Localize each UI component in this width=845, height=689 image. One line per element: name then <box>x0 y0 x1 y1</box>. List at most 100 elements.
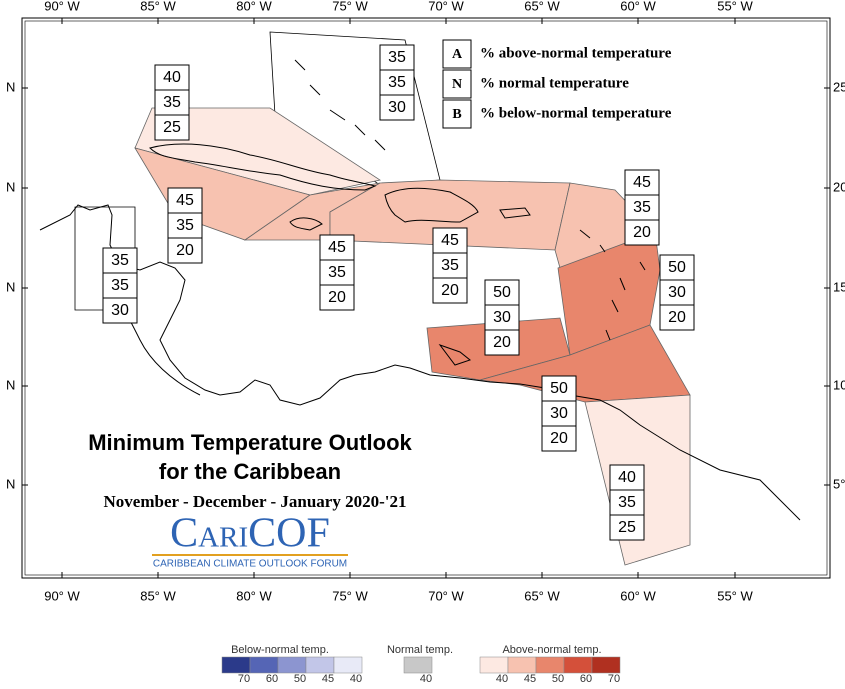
colorbar-swatch <box>591 656 621 674</box>
title-line: Minimum Temperature Outlook <box>88 430 412 455</box>
region-value: 20 <box>633 224 651 241</box>
region-value: 20 <box>328 289 346 306</box>
region-cell <box>624 219 660 246</box>
region-cell <box>102 297 138 324</box>
longitude-label: 55° W <box>717 0 753 13</box>
latitude-label: N <box>6 179 15 194</box>
key-text: % above-normal temperature <box>480 45 672 61</box>
longitude-label: 65° W <box>524 588 560 603</box>
region-cell <box>154 89 190 116</box>
region-cell <box>659 304 695 331</box>
region-value: 20 <box>668 309 686 326</box>
key: A % above-normal temperature N % normal tem… <box>442 39 672 129</box>
colorbar-tick: 45 <box>524 673 536 684</box>
colorbar-tick: 40 <box>420 673 432 684</box>
latitude-label: 5° <box>833 476 845 491</box>
region-value: 35 <box>111 277 129 294</box>
region-cell <box>432 277 468 304</box>
longitude-label: 90° W <box>44 0 80 13</box>
colorbar-tick: 70 <box>238 673 250 684</box>
longitude-label: 70° W <box>428 588 464 603</box>
subtitle: November - December - January 2020-'21 <box>104 492 407 511</box>
region-cell <box>167 237 203 264</box>
region-value: 50 <box>668 259 686 276</box>
colorbar-swatch <box>333 656 363 674</box>
region-cell <box>609 489 645 516</box>
region-value: 30 <box>668 284 686 301</box>
colorbar-tick: 50 <box>294 673 306 684</box>
region-cell <box>659 254 695 281</box>
label-layer: 35 35 30 40 35 25 45 35 20 45 35 20 45 35 20 45 35 20 50 30… <box>102 44 695 541</box>
logo-tagline: CARIBBEAN CLIMATE OUTLOOK FORUM <box>153 559 347 570</box>
region-cell <box>319 284 355 311</box>
longitude-label: 60° W <box>620 0 656 13</box>
region-cell <box>167 187 203 214</box>
region-value: 20 <box>550 430 568 447</box>
region-value: 30 <box>111 302 129 319</box>
key-letter: N <box>452 77 462 92</box>
colorbar-swatch <box>535 656 565 674</box>
longitude-label: 80° W <box>236 0 272 13</box>
colorbar-swatch <box>479 656 509 674</box>
logo: CariCOF <box>170 511 330 557</box>
key-box <box>442 99 472 129</box>
latitude-label: N <box>6 279 15 294</box>
colorbar-tick: 70 <box>608 673 620 684</box>
latitude-label: N <box>6 476 15 491</box>
region-cell <box>154 64 190 91</box>
region-value: 45 <box>176 192 194 209</box>
region-cell <box>319 259 355 286</box>
region-value: 30 <box>388 99 406 116</box>
region-value: 35 <box>111 252 129 269</box>
region-value: 20 <box>441 282 459 299</box>
region-cell <box>379 69 415 96</box>
colorbar-swatch <box>563 656 593 674</box>
key-letter: B <box>452 107 461 122</box>
key-letter: A <box>452 47 463 62</box>
region-cell <box>484 304 520 331</box>
colorbar-tick: 40 <box>350 673 362 684</box>
longitude-label: 75° W <box>332 0 368 13</box>
region-value: 20 <box>493 334 511 351</box>
longitude-label: 70° W <box>428 0 464 13</box>
colorbar-swatch <box>277 656 307 674</box>
region-value: 35 <box>618 494 636 511</box>
longitude-label: 85° W <box>140 0 176 13</box>
longitude-label: 75° W <box>332 588 368 603</box>
region-value: 25 <box>163 119 181 136</box>
region-value: 45 <box>328 239 346 256</box>
region-value: 40 <box>618 469 636 486</box>
region-cell <box>484 329 520 356</box>
map-inner-frame <box>24 20 828 576</box>
region-cell <box>102 272 138 299</box>
region-cell <box>167 212 203 239</box>
region-value: 25 <box>618 519 636 536</box>
longitude-label: 85° W <box>140 588 176 603</box>
region-value: 30 <box>550 405 568 422</box>
colorbar-tick: 40 <box>496 673 508 684</box>
region-cell <box>432 252 468 279</box>
region-value: 35 <box>633 199 651 216</box>
latitude-label: N <box>6 79 15 94</box>
key-text: % below-normal temperature <box>480 105 672 121</box>
latitude-label: 25° <box>833 79 845 94</box>
colorbar-swatch <box>249 656 279 674</box>
latitude-label: N <box>6 377 15 392</box>
key-text: % normal temperature <box>480 75 629 91</box>
colorbar-label: Above-normal temp. <box>502 644 601 656</box>
colorbar: Below-normal temp. 70 60 50 45 40 Normal temp.… <box>221 644 621 685</box>
colorbar-label: Normal temp. <box>387 644 453 656</box>
colorbar-swatch <box>403 656 433 674</box>
latitude-label: 10° <box>833 377 845 392</box>
title-line: for the Caribbean <box>159 459 341 484</box>
colorbar-swatch <box>221 656 251 674</box>
region-value: 50 <box>550 380 568 397</box>
region-cell <box>541 400 577 427</box>
colorbar-tick: 60 <box>580 673 592 684</box>
colorbar-swatch <box>507 656 537 674</box>
colorbar-tick: 50 <box>552 673 564 684</box>
region-value: 35 <box>388 49 406 66</box>
region-cell <box>609 514 645 541</box>
region-value: 20 <box>176 242 194 259</box>
